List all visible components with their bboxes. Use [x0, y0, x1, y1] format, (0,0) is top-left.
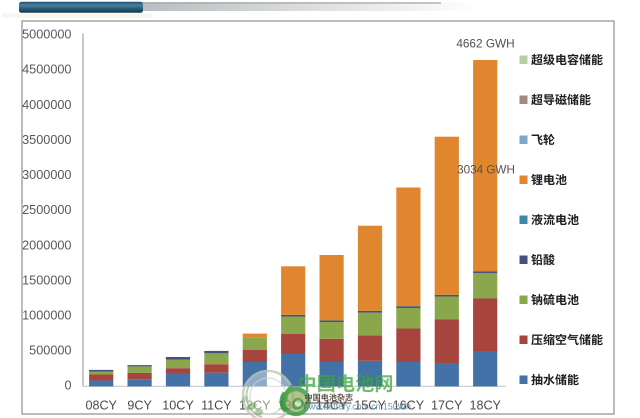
- svg-text:4500000: 4500000: [22, 63, 71, 77]
- svg-text:14CY: 14CY: [316, 398, 348, 412]
- svg-text:3000000: 3000000: [22, 168, 71, 182]
- svg-text:5000000: 5000000: [22, 28, 71, 42]
- svg-text:2000000: 2000000: [22, 238, 71, 252]
- svg-text:www.battery.com.cn 150Wh: www.battery.com.cn 150Wh: [302, 402, 411, 412]
- svg-text:18CY: 18CY: [469, 398, 501, 412]
- svg-text:17CY: 17CY: [431, 398, 463, 412]
- svg-text:15CY: 15CY: [354, 398, 386, 412]
- svg-text:11CY: 11CY: [201, 398, 232, 412]
- svg-text:08CY: 08CY: [85, 398, 117, 412]
- svg-text:4662 GWH: 4662 GWH: [456, 36, 514, 50]
- svg-text:0: 0: [64, 379, 71, 393]
- svg-text:2500000: 2500000: [22, 203, 71, 217]
- svg-text:1000000: 1000000: [22, 309, 71, 323]
- svg-text:4000000: 4000000: [22, 98, 71, 112]
- svg-text:1500000: 1500000: [22, 273, 71, 287]
- svg-text:16CY: 16CY: [393, 398, 425, 412]
- svg-text:10CY: 10CY: [162, 398, 194, 412]
- svg-text:500000: 500000: [29, 344, 71, 358]
- svg-text:3034 GWH: 3034 GWH: [457, 164, 515, 177]
- svg-text:9CY: 9CY: [127, 398, 152, 412]
- svg-text:3500000: 3500000: [22, 133, 71, 147]
